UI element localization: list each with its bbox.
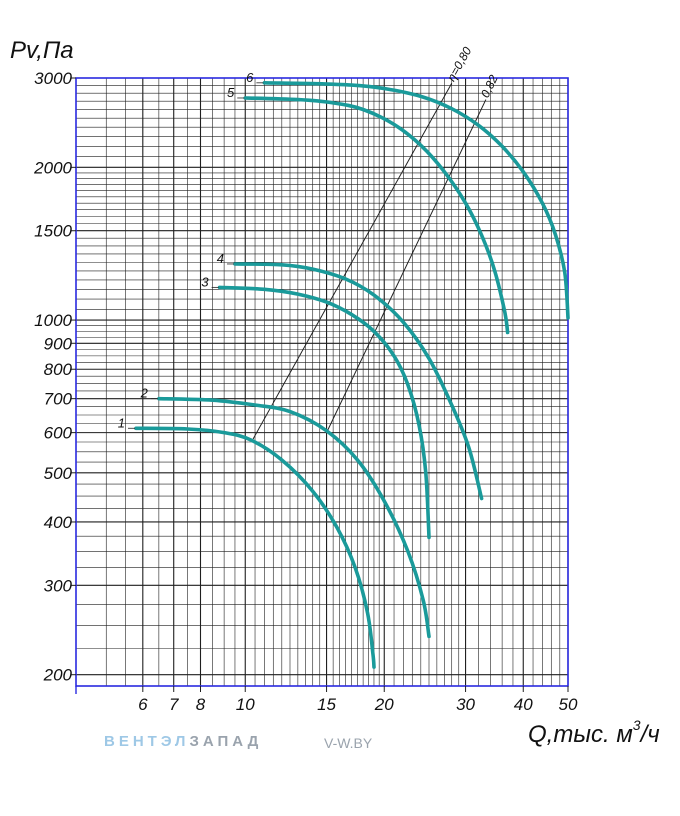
fan-curve-5 — [243, 96, 510, 335]
x-tick-label: 15 — [317, 695, 336, 714]
grid — [76, 78, 568, 686]
y-tick-label: 400 — [44, 513, 73, 532]
fan-curve-3 — [217, 285, 431, 540]
fan-curve-4 — [233, 262, 484, 501]
x-tick-label: 20 — [374, 695, 394, 714]
brand-part-2: ЗАПАД — [189, 733, 263, 750]
curve-label-3: 3 — [201, 274, 209, 289]
fan-curve-1 — [134, 426, 376, 669]
x-tick-label: 40 — [514, 695, 533, 714]
x-tick-label: 7 — [169, 695, 179, 714]
efficiency-line — [326, 99, 487, 433]
curve-label-5: 5 — [227, 85, 235, 100]
y-tick-label: 800 — [44, 360, 73, 379]
y-tick-label: 1500 — [34, 222, 72, 241]
y-tick-label: 1000 — [34, 311, 72, 330]
efficiency-label: 0,82 — [478, 72, 501, 99]
curve-label-2: 2 — [140, 386, 149, 401]
y-tick-label: 600 — [44, 424, 73, 443]
x-tick-label: 8 — [196, 695, 206, 714]
plot-frame — [75, 77, 569, 687]
brand-site: V-W.BY — [324, 735, 373, 751]
curve-label-1: 1 — [118, 415, 125, 430]
x-tick-label: 6 — [138, 695, 148, 714]
grid-major — [76, 77, 569, 686]
y-axis-title: Pv,Па — [10, 37, 74, 64]
x-tick-label: 50 — [559, 695, 578, 714]
fan-curve-2 — [157, 396, 431, 639]
y-tick-label: 2000 — [33, 158, 72, 177]
y-tick-label: 200 — [43, 666, 73, 685]
curve-label-4: 4 — [217, 251, 224, 266]
brand-part-1: ВЕНТЭЛ — [104, 733, 190, 750]
brand-watermark: ВЕНТЭЛЗАПАД — [104, 733, 262, 750]
curve-labels: 12 34 56 — [118, 70, 264, 430]
curve-label-6: 6 — [246, 70, 254, 85]
x-tick-label: 10 — [236, 695, 255, 714]
y-tick-label: 300 — [44, 576, 73, 595]
y-tick-label: 3000 — [34, 69, 72, 88]
x-tick-label: 30 — [456, 695, 475, 714]
y-tick-label: 700 — [44, 390, 73, 409]
y-tick-label: 500 — [44, 464, 73, 483]
x-axis-title-suffix: /ч — [639, 721, 660, 748]
x-axis-title-main: Q,тыс. м — [528, 721, 633, 748]
y-tick-labels: 200 300 400 500 600 700 800 900 1000 1500 2000 3000 — [33, 69, 76, 685]
x-axis-title-superscript: 3 — [633, 717, 641, 733]
y-tick-label: 900 — [44, 334, 73, 353]
x-tick-labels: 6 7 8 10 15 20 30 40 50 — [75, 686, 578, 714]
fan-curves — [134, 81, 570, 669]
fan-curve-6 — [262, 81, 570, 320]
x-axis-title: Q,тыс. м3/ч — [528, 717, 660, 748]
